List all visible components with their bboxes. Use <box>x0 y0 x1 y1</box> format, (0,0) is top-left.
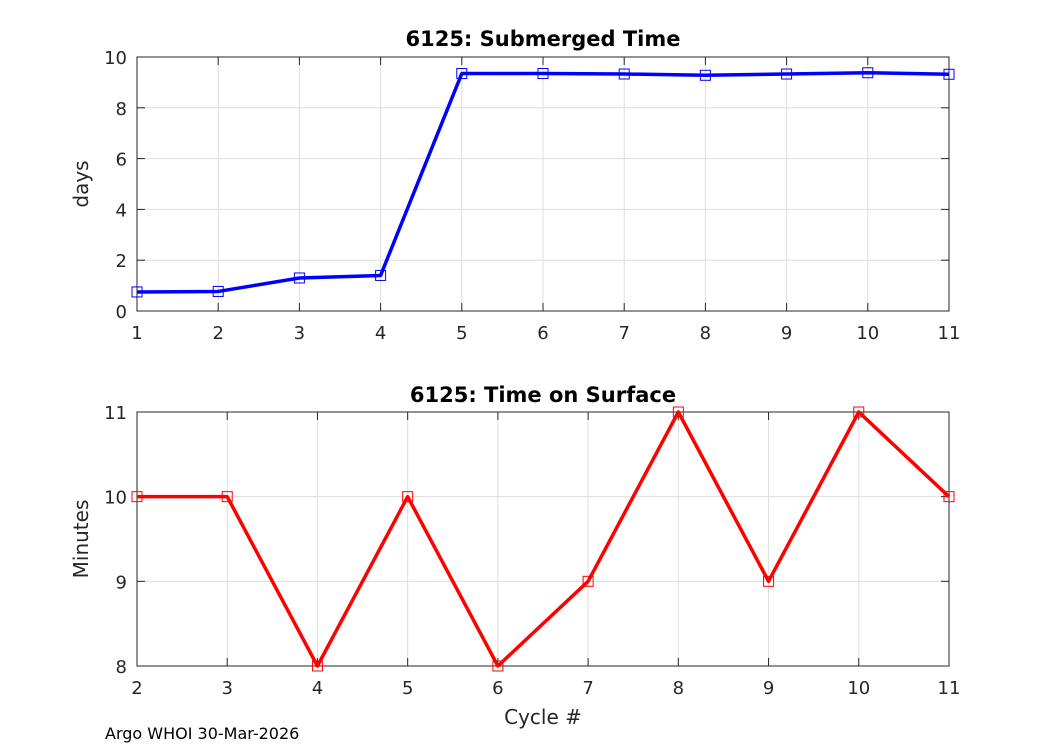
x-tick-label-submerged: 6 <box>537 323 548 344</box>
data-point-surface <box>582 575 594 587</box>
x-tick-label-submerged: 5 <box>456 323 467 344</box>
axes-frame-surface <box>136 411 950 667</box>
data-point-submerged <box>699 69 711 81</box>
data-point-surface <box>402 491 414 503</box>
x-tick-label-surface: 11 <box>938 678 961 699</box>
series-line-submerged <box>136 70 950 294</box>
surface-time-chart: 6125: Time on Surface Minutes Cycle # 2 3… <box>69 383 960 729</box>
y-axis-label-surface: Minutes <box>69 500 93 579</box>
chart-title-surface: 6125: Time on Surface <box>410 383 676 407</box>
data-point-surface <box>763 575 775 587</box>
data-point-submerged <box>375 269 387 281</box>
x-tick-label-submerged: 9 <box>781 323 792 344</box>
footer-credit: Argo WHOI 30-Mar-2026 <box>105 724 300 743</box>
y-tick-label-submerged: 2 <box>116 251 127 272</box>
data-point-surface <box>672 406 684 418</box>
data-point-submerged <box>212 285 224 297</box>
data-point-submerged <box>862 67 874 79</box>
submerged-time-chart: 6125: Submerged Time days 1 2 3 4 5 6 7 8 9 10 11 0… <box>69 27 960 344</box>
x-tick-label-surface: 4 <box>312 678 323 699</box>
data-point-submerged <box>456 68 468 80</box>
data-point-submerged <box>943 68 955 80</box>
x-tick-label-surface: 3 <box>221 678 232 699</box>
data-point-surface <box>131 491 143 503</box>
data-point-submerged <box>293 272 305 284</box>
x-tick-label-submerged: 7 <box>618 323 629 344</box>
y-tick-label-submerged: 4 <box>116 200 127 221</box>
y-axis-label-submerged: days <box>69 160 93 207</box>
y-tick-label-surface: 9 <box>116 572 127 593</box>
data-point-surface <box>943 491 955 503</box>
y-tick-label-surface: 8 <box>116 657 127 678</box>
x-tick-label-submerged: 1 <box>131 323 142 344</box>
x-tick-label-submerged: 2 <box>212 323 223 344</box>
x-tick-label-surface: 6 <box>492 678 503 699</box>
x-axis-label-surface: Cycle # <box>504 705 582 729</box>
x-tick-label-surface: 5 <box>402 678 413 699</box>
y-tick-label-submerged: 10 <box>104 48 127 69</box>
x-tick-label-surface: 9 <box>763 678 774 699</box>
x-tick-label-surface: 7 <box>582 678 593 699</box>
x-tick-label-submerged: 8 <box>700 323 711 344</box>
x-tick-label-surface: 8 <box>673 678 684 699</box>
y-tick-label-submerged: 8 <box>116 99 127 120</box>
data-point-submerged <box>781 68 793 80</box>
data-point-submerged <box>618 68 630 80</box>
data-point-submerged <box>537 68 549 80</box>
data-point-surface <box>853 406 865 418</box>
data-point-surface <box>492 660 504 672</box>
y-tick-label-surface: 10 <box>104 488 127 509</box>
data-point-surface <box>221 491 233 503</box>
y-tick-label-submerged: 0 <box>116 302 127 323</box>
y-tick-label-submerged: 6 <box>116 150 127 171</box>
x-tick-label-surface: 2 <box>131 678 142 699</box>
y-tick-label-surface: 11 <box>104 403 127 424</box>
data-point-surface <box>311 660 323 672</box>
x-tick-label-submerged: 11 <box>938 323 961 344</box>
data-point-submerged <box>131 286 143 298</box>
x-tick-label-submerged: 3 <box>294 323 305 344</box>
x-tick-label-submerged: 4 <box>375 323 386 344</box>
x-tick-label-submerged: 10 <box>856 323 879 344</box>
x-tick-label-surface: 10 <box>847 678 870 699</box>
series-line-surface <box>137 410 951 668</box>
plot-area-surface <box>137 412 949 666</box>
chart-title-submerged: 6125: Submerged Time <box>405 27 680 51</box>
